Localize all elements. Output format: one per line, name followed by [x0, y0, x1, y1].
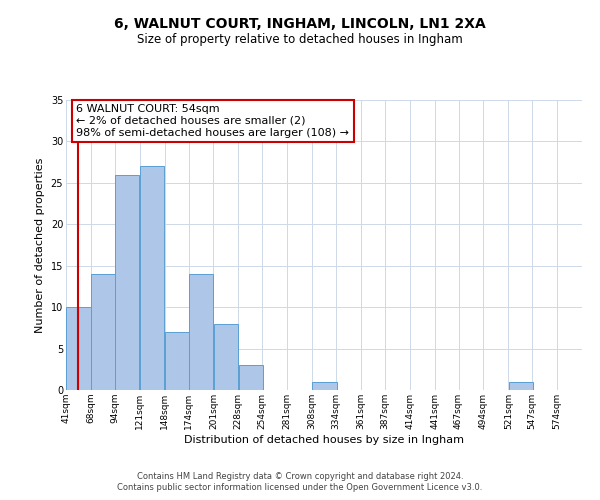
X-axis label: Distribution of detached houses by size in Ingham: Distribution of detached houses by size …	[184, 434, 464, 444]
Bar	[313, 382, 337, 390]
Bar	[165, 332, 189, 390]
Bar	[67, 307, 91, 390]
Bar	[214, 324, 238, 390]
Bar	[189, 274, 213, 390]
Bar	[140, 166, 164, 390]
Text: 6 WALNUT COURT: 54sqm
← 2% of detached houses are smaller (2)
98% of semi-detach: 6 WALNUT COURT: 54sqm ← 2% of detached h…	[76, 104, 349, 138]
Text: Contains HM Land Registry data © Crown copyright and database right 2024.: Contains HM Land Registry data © Crown c…	[137, 472, 463, 481]
Bar	[509, 382, 533, 390]
Text: 6, WALNUT COURT, INGHAM, LINCOLN, LN1 2XA: 6, WALNUT COURT, INGHAM, LINCOLN, LN1 2X…	[114, 18, 486, 32]
Bar	[115, 174, 139, 390]
Text: Size of property relative to detached houses in Ingham: Size of property relative to detached ho…	[137, 32, 463, 46]
Bar	[239, 365, 263, 390]
Y-axis label: Number of detached properties: Number of detached properties	[35, 158, 45, 332]
Text: Contains public sector information licensed under the Open Government Licence v3: Contains public sector information licen…	[118, 484, 482, 492]
Bar	[91, 274, 115, 390]
